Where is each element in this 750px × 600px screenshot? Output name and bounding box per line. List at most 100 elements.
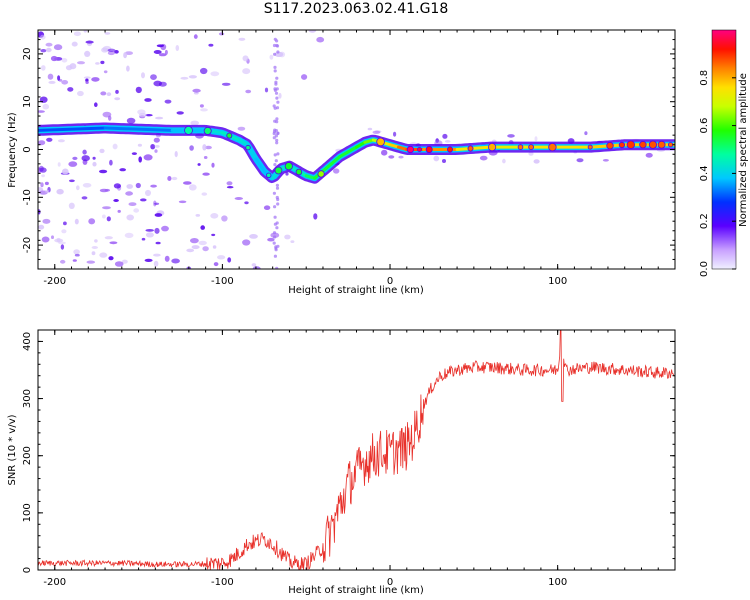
noise-speck	[106, 216, 111, 222]
noise-speck	[38, 110, 45, 113]
noise-speck	[218, 32, 225, 36]
noise-speck	[275, 186, 280, 190]
noise-speck	[398, 155, 404, 159]
noise-speck	[174, 151, 178, 158]
noise-speck	[86, 260, 96, 264]
noise-speck	[84, 50, 91, 58]
noise-speck	[42, 218, 51, 224]
noise-speck	[102, 206, 111, 210]
noise-speck	[272, 231, 277, 235]
noise-speck	[94, 102, 98, 107]
noise-speck	[479, 155, 488, 161]
noise-speck	[217, 255, 226, 260]
noise-speck	[273, 222, 277, 226]
noise-speck	[143, 154, 153, 161]
ridge-blob	[317, 170, 325, 178]
noise-speck	[213, 262, 219, 267]
noise-speck	[61, 80, 69, 85]
noise-speck	[275, 43, 279, 48]
noise-speck	[191, 245, 200, 250]
noise-speck	[94, 239, 98, 243]
noise-speck	[41, 65, 46, 71]
noise-speck	[273, 215, 277, 219]
noise-speck	[145, 114, 153, 117]
noise-speck	[109, 159, 113, 166]
noise-speck	[108, 256, 114, 261]
noise-speck	[72, 156, 78, 160]
ridge-blob	[446, 146, 453, 153]
noise-speck	[125, 51, 133, 55]
noise-speck	[133, 208, 140, 213]
snr-y-tick-label: 0	[22, 567, 33, 573]
noise-speck	[275, 266, 279, 269]
noise-speck	[71, 41, 78, 47]
noise-speck	[221, 215, 228, 222]
noise-speck	[534, 136, 538, 142]
noise-speck	[237, 126, 246, 131]
noise-speck	[276, 131, 280, 136]
noise-speck	[154, 202, 160, 205]
snr-y-tick-label: 300	[22, 389, 33, 408]
ridge-blob	[467, 145, 474, 152]
noise-speck	[189, 145, 194, 151]
noise-speck	[212, 245, 217, 249]
colorbar-label: Normalized spectral amplitude	[738, 73, 749, 227]
spectrogram-y-tick-label: -20	[22, 237, 33, 253]
noise-speck	[276, 244, 280, 248]
noise-speck	[502, 158, 506, 164]
noise-speck	[73, 249, 80, 255]
noise-speck	[154, 227, 160, 234]
noise-speck	[301, 74, 308, 80]
noise-speck	[99, 169, 108, 174]
noise-speck	[45, 47, 52, 53]
ridge-blob	[487, 143, 497, 152]
noise-speck	[272, 241, 276, 245]
noise-speck	[42, 103, 50, 110]
noise-speck	[141, 72, 145, 79]
ridge-blob	[657, 140, 666, 149]
noise-speck	[203, 156, 208, 159]
noise-speck	[244, 201, 249, 205]
noise-speck	[242, 55, 249, 62]
noise-speck	[65, 65, 73, 71]
noise-speck	[202, 172, 210, 176]
noise-speck	[137, 143, 142, 147]
noise-speck	[183, 181, 192, 185]
ridge-segment	[254, 157, 266, 173]
ridge-blob	[295, 168, 303, 176]
noise-speck	[76, 185, 80, 191]
noise-speck	[178, 200, 187, 204]
noise-speck	[104, 32, 111, 35]
noise-speck	[50, 55, 58, 62]
ridge-blob	[667, 142, 674, 148]
noise-speck	[81, 196, 88, 200]
noise-speck	[576, 158, 584, 163]
noise-speck	[273, 69, 277, 73]
noise-speck	[276, 50, 280, 54]
noise-speck	[150, 144, 156, 150]
noise-speck	[208, 43, 214, 47]
ridge-segment	[321, 162, 333, 173]
noise-speck	[275, 138, 279, 142]
noise-speck	[273, 106, 277, 110]
snr-y-tick-label: 100	[22, 503, 33, 522]
noise-speck	[107, 51, 115, 56]
ridge-segment	[103, 126, 174, 132]
noise-speck	[82, 183, 92, 188]
ridge-blob	[425, 145, 433, 153]
noise-speck	[74, 253, 80, 257]
noise-speck	[153, 137, 160, 143]
noise-speck	[175, 45, 180, 51]
noise-speck	[167, 176, 172, 181]
noise-speck	[155, 241, 161, 245]
noise-speck	[308, 30, 317, 33]
noise-speck	[102, 214, 106, 219]
noise-speck	[381, 149, 388, 156]
noise-speck	[113, 183, 121, 189]
noise-speck	[276, 202, 280, 206]
noise-speck	[198, 240, 207, 246]
spectrogram-y-tick-label: 0	[22, 146, 33, 152]
noise-speck	[57, 162, 61, 167]
